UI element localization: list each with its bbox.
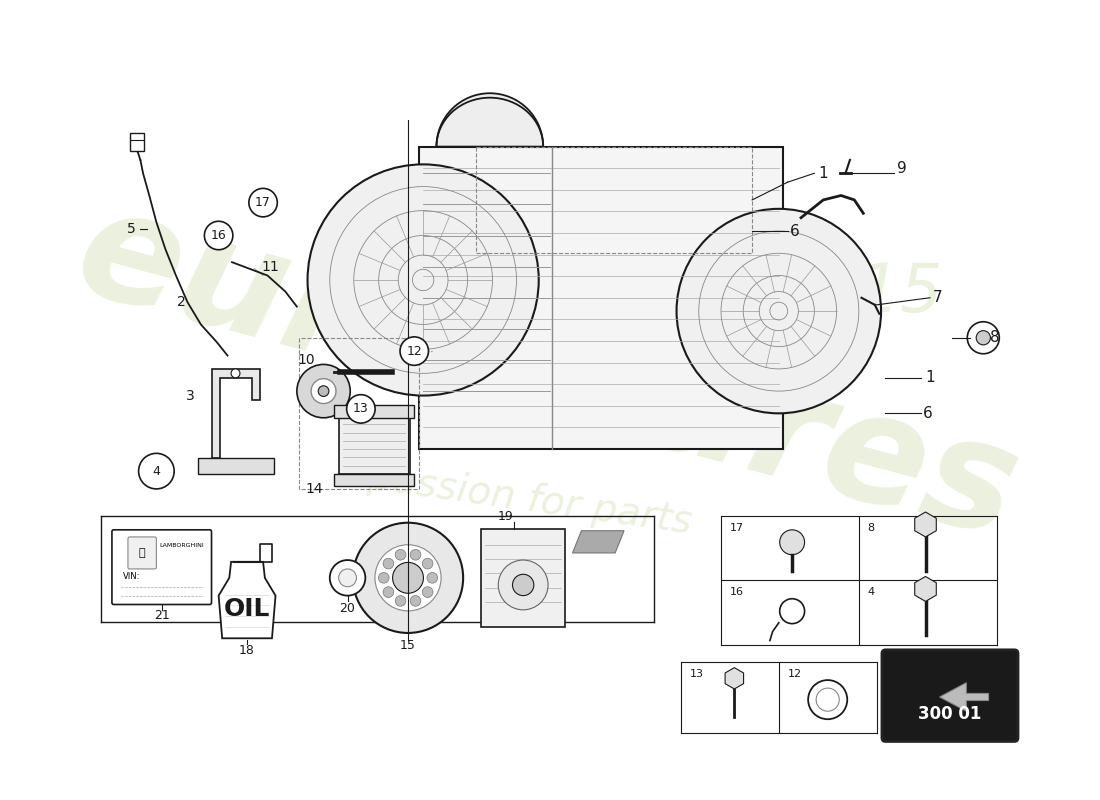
Text: 1: 1 [925, 370, 935, 386]
Bar [334, 406, 415, 418]
Text: 21: 21 [154, 609, 169, 622]
Circle shape [410, 595, 421, 606]
Bar [481, 529, 565, 626]
Text: 13: 13 [690, 670, 704, 679]
Circle shape [249, 188, 277, 217]
Polygon shape [219, 562, 275, 638]
Circle shape [410, 550, 421, 560]
Circle shape [346, 394, 375, 423]
Bar [334, 474, 415, 486]
Text: 2015: 2015 [774, 260, 944, 326]
Text: 1: 1 [818, 166, 828, 181]
Circle shape [231, 369, 240, 378]
Text: 300 01: 300 01 [918, 705, 981, 723]
Circle shape [967, 322, 999, 354]
Circle shape [297, 365, 350, 418]
Circle shape [422, 586, 433, 598]
Text: 15: 15 [400, 639, 416, 652]
Bar [339, 416, 410, 474]
FancyBboxPatch shape [128, 537, 156, 569]
Circle shape [318, 386, 329, 397]
Circle shape [139, 454, 174, 489]
Text: VIN:: VIN: [122, 571, 140, 581]
Bar [419, 146, 783, 449]
Text: 4: 4 [868, 587, 875, 597]
Circle shape [311, 378, 336, 403]
Text: 9: 9 [896, 162, 906, 176]
Circle shape [427, 573, 438, 583]
Circle shape [422, 558, 433, 569]
Text: 6: 6 [790, 223, 800, 238]
Text: 16: 16 [211, 229, 227, 242]
Text: 7: 7 [933, 290, 942, 306]
Wedge shape [437, 94, 543, 146]
Text: 14: 14 [306, 482, 323, 496]
Text: 17: 17 [255, 196, 271, 209]
Text: 🐂: 🐂 [139, 548, 145, 558]
Polygon shape [211, 369, 261, 458]
Text: 3: 3 [186, 389, 195, 402]
Circle shape [383, 586, 394, 598]
Text: 12: 12 [788, 670, 802, 679]
Text: 5: 5 [128, 222, 136, 236]
Text: 2: 2 [177, 295, 186, 309]
Circle shape [395, 595, 406, 606]
Polygon shape [572, 530, 624, 553]
Circle shape [400, 337, 429, 366]
Circle shape [780, 530, 804, 554]
Circle shape [513, 574, 534, 596]
Bar [130, 134, 144, 151]
Text: eurospares: eurospares [62, 176, 1033, 570]
FancyBboxPatch shape [882, 650, 1018, 742]
Text: 10: 10 [297, 353, 315, 367]
Text: 4: 4 [153, 465, 161, 478]
FancyBboxPatch shape [112, 530, 211, 605]
Text: 18: 18 [239, 644, 255, 658]
Circle shape [205, 222, 233, 250]
Text: 11: 11 [262, 260, 279, 274]
Text: LAMBORGHINI: LAMBORGHINI [158, 543, 204, 548]
Text: 8: 8 [868, 522, 875, 533]
Circle shape [395, 550, 406, 560]
Circle shape [383, 558, 394, 569]
Circle shape [330, 560, 365, 596]
Circle shape [339, 569, 356, 586]
Circle shape [378, 573, 389, 583]
Circle shape [353, 522, 463, 633]
Text: 17: 17 [730, 522, 744, 533]
Text: 8: 8 [990, 330, 1000, 346]
Circle shape [308, 164, 539, 395]
Circle shape [976, 330, 990, 345]
Text: 12: 12 [406, 345, 422, 358]
Circle shape [498, 560, 548, 610]
Text: 19: 19 [497, 510, 514, 523]
Text: 16: 16 [730, 587, 744, 597]
Circle shape [375, 545, 441, 611]
Polygon shape [939, 682, 989, 711]
Text: OIL: OIL [224, 597, 271, 621]
Text: 6: 6 [923, 406, 933, 421]
Circle shape [676, 209, 881, 414]
Text: 13: 13 [353, 402, 369, 415]
Bar [198, 458, 274, 474]
Circle shape [393, 562, 424, 594]
Text: a passion for parts: a passion for parts [330, 454, 694, 542]
Text: 20: 20 [340, 602, 355, 614]
